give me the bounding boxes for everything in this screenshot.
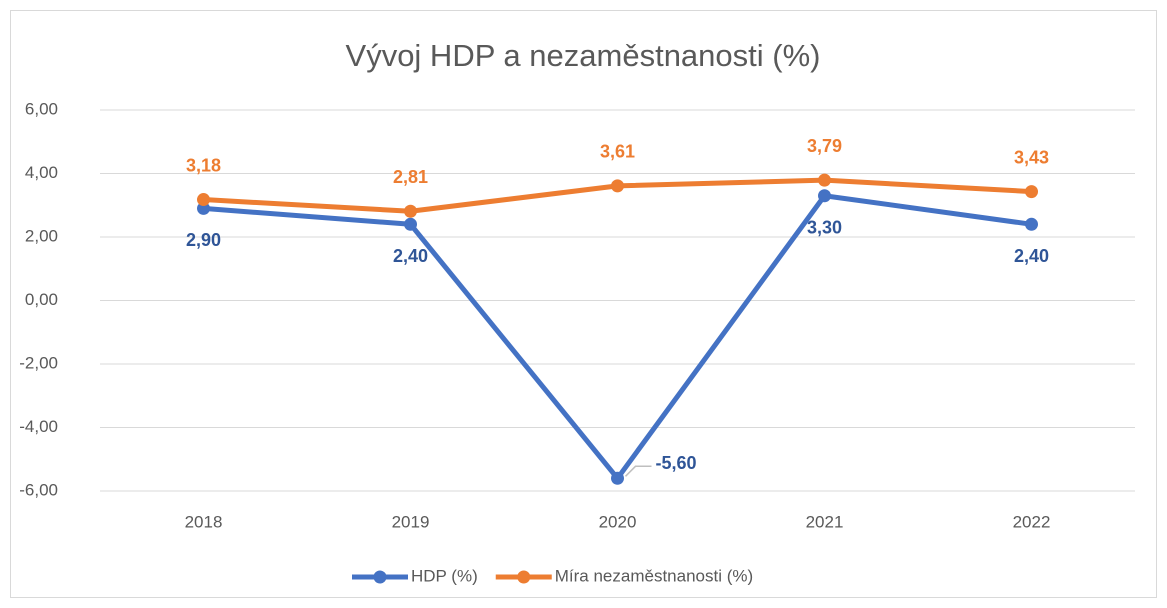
data-label: 3,43 [1014, 147, 1049, 167]
x-tick-label: 2021 [806, 512, 844, 531]
data-label: 2,40 [393, 246, 428, 266]
data-label: 3,61 [600, 142, 635, 162]
legend-label: Míra nezaměstnanosti (%) [555, 566, 753, 585]
y-tick-label: 2,00 [25, 226, 58, 245]
point [611, 179, 624, 193]
data-label: 2,90 [186, 230, 221, 250]
y-tick-label: -6,00 [19, 480, 58, 499]
point [1025, 217, 1038, 231]
y-tick-label: 0,00 [25, 290, 58, 309]
x-tick-label: 2019 [392, 512, 430, 531]
chart-border [10, 10, 1157, 598]
point [611, 471, 624, 485]
y-tick-label: -2,00 [19, 353, 58, 372]
x-tick-label: 2022 [1013, 512, 1051, 531]
x-tick-label: 2020 [599, 512, 637, 531]
point [818, 173, 831, 187]
point [818, 189, 831, 203]
point [1025, 185, 1038, 199]
point [197, 193, 210, 207]
y-tick-label: -4,00 [19, 417, 58, 436]
data-label: 3,79 [807, 136, 842, 156]
leader-line [624, 465, 652, 477]
legend-marker [373, 570, 387, 584]
point [197, 201, 210, 215]
legend-label: HDP (%) [411, 566, 478, 585]
data-label: 2,40 [1014, 246, 1049, 266]
data-label: 3,30 [807, 217, 842, 237]
point [404, 204, 417, 218]
data-label: 2,81 [393, 167, 428, 187]
data-label: -5,60 [656, 453, 697, 473]
point [404, 217, 417, 231]
y-tick-label: 4,00 [25, 163, 58, 182]
chart-title: Vývoj HDP a nezaměstnanosti (%) [346, 38, 821, 73]
data-label: 3,18 [186, 155, 221, 175]
x-tick-label: 2018 [185, 512, 223, 531]
legend-marker [517, 570, 531, 584]
y-tick-label: 6,00 [25, 99, 58, 118]
